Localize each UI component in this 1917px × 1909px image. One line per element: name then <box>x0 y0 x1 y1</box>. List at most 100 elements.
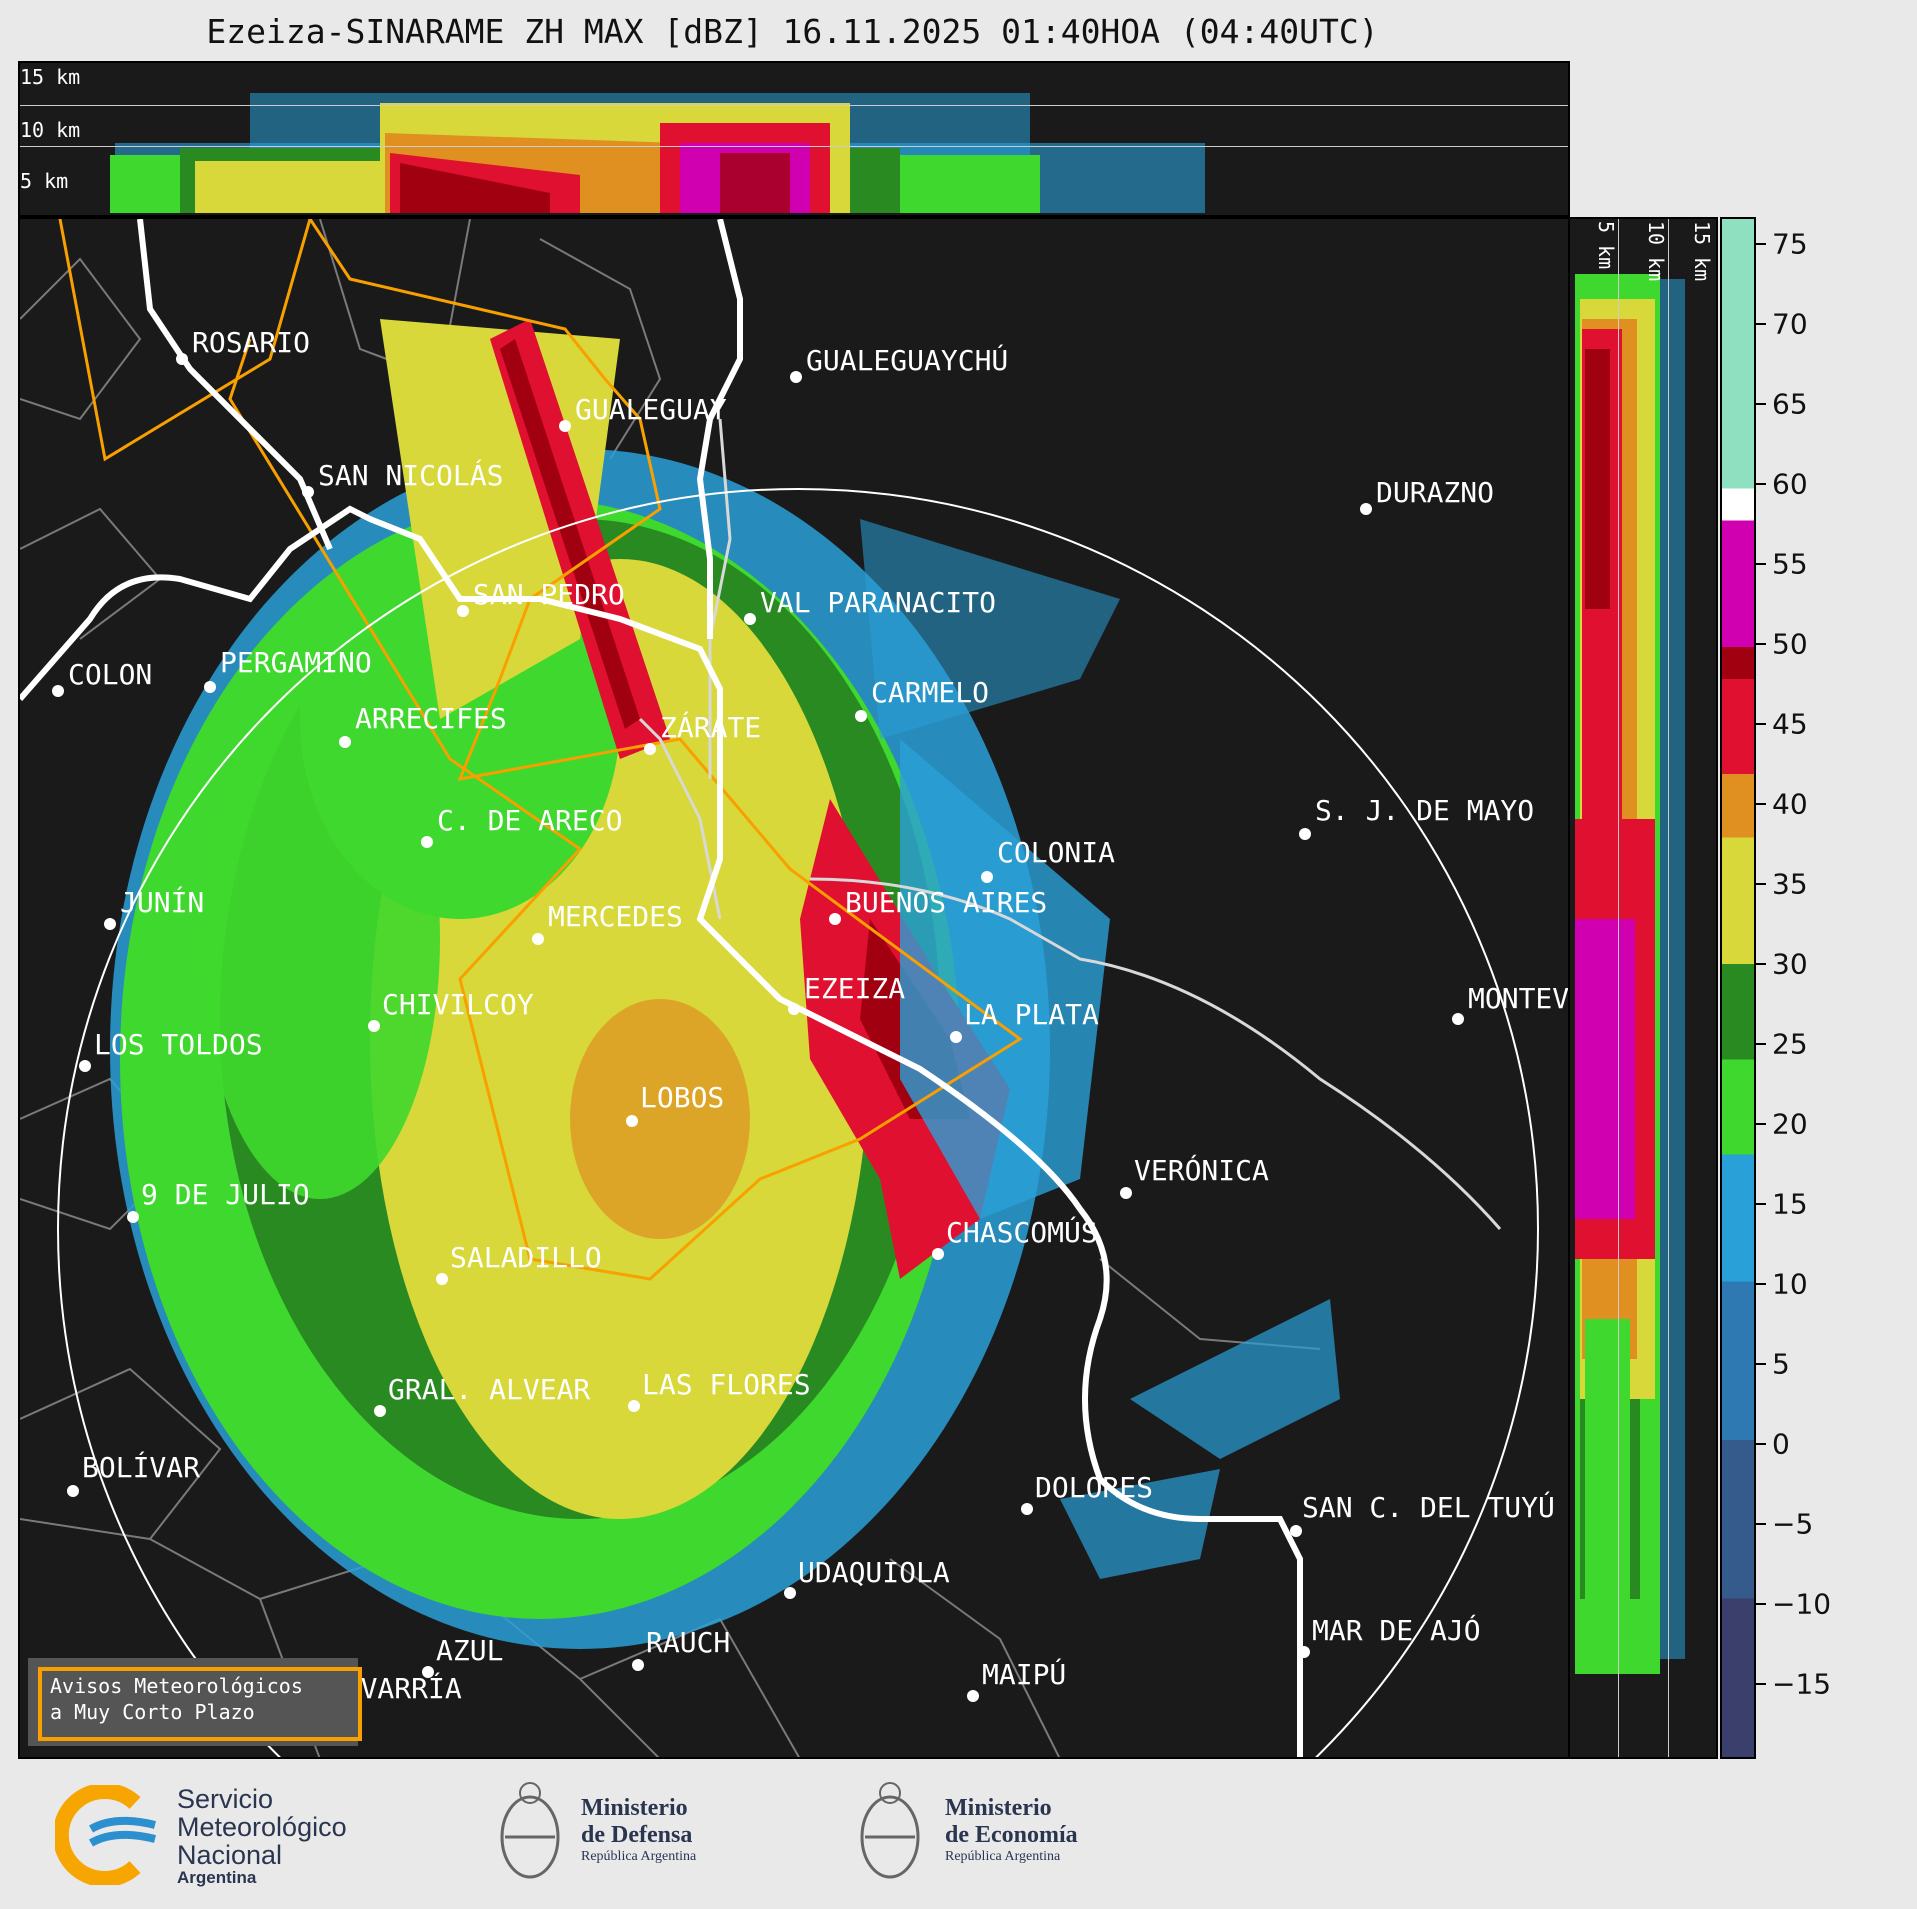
city-label-mar-de-ajo: MAR DE AJÓ <box>1312 1614 1481 1647</box>
city-label-c-de-areco: C. DE ARECO <box>437 804 623 837</box>
city-dot <box>67 1485 79 1497</box>
city-dot <box>176 353 188 365</box>
city-dot <box>204 681 216 693</box>
city-dot <box>1021 1503 1033 1515</box>
city-dot <box>1120 1187 1132 1199</box>
economia-logo-line3: República Argentina <box>945 1849 1061 1864</box>
colorbar-tick-label: 35 <box>1772 867 1808 901</box>
city-label-las-flores: LAS FLORES <box>642 1368 811 1401</box>
city-dot <box>784 1587 796 1599</box>
city-label-rosario: ROSARIO <box>192 326 311 359</box>
chart-title: Ezeiza-SINARAME ZH MAX [dBZ] 16.11.2025 … <box>206 12 1379 51</box>
city-dot <box>421 836 433 848</box>
city-dot <box>127 1211 139 1223</box>
reflectivity-echoes <box>110 319 1340 1649</box>
city-dot <box>1360 503 1372 515</box>
colorbar-tick-label: 70 <box>1772 307 1808 341</box>
city-label-azul: AZUL <box>436 1634 504 1667</box>
city-label-la-plata: LA PLATA <box>964 998 1099 1031</box>
colorbar-tick-label: −10 <box>1772 1587 1832 1621</box>
city-label-colon: COLON <box>68 658 153 691</box>
national-coat-of-arms-icon <box>860 1782 920 1879</box>
city-label-maipu: MAIPÚ <box>982 1658 1067 1691</box>
radar-map-panel: ROSARIO GUALEGUAYCHÚ GUALEGUAY SAN NICOL… <box>18 217 1570 1759</box>
city-dot <box>632 1659 644 1671</box>
city-dot <box>436 1273 448 1285</box>
city-label-veronica: VERÓNICA <box>1134 1154 1269 1187</box>
city-dot <box>422 1666 434 1678</box>
height-label-10km: 10 km <box>20 118 81 142</box>
city-label-san-pedro: SAN PEDRO <box>473 578 625 611</box>
colorbar-tick-label: 15 <box>1772 1187 1808 1221</box>
city-label-zarate: ZÁRATE <box>660 711 762 744</box>
colorbar-tick-label: 30 <box>1772 947 1808 981</box>
city-dot <box>52 685 64 697</box>
height-label-5km: 5 km <box>20 169 69 193</box>
city-label-gualeguaychu: GUALEGUAYCHÚ <box>806 344 1009 377</box>
city-label-durazno: DURAZNO <box>1376 476 1495 509</box>
city-dot <box>79 1060 91 1072</box>
colorbar-tick-label: 65 <box>1772 387 1808 421</box>
defensa-logo: Ministerio de Defensa República Argentin… <box>495 1775 755 1895</box>
defensa-logo-line1: Ministerio <box>581 1795 688 1821</box>
radar-site-dot <box>788 1003 800 1015</box>
city-dot <box>932 1248 944 1260</box>
warnings-legend-line1: Avisos Meteorológicos <box>50 1674 303 1698</box>
city-label-arrecifes: ARRECIFES <box>355 702 507 735</box>
city-dot <box>967 1690 979 1702</box>
top-cross-section-panel: 15 km 10 km 5 km <box>18 61 1570 217</box>
city-dot <box>374 1405 386 1417</box>
city-dot <box>644 743 656 755</box>
smn-logo-line1: Servicio <box>177 1784 274 1814</box>
warnings-legend-line2: a Muy Corto Plazo <box>50 1700 255 1724</box>
city-label-junin: JUNÍN <box>120 886 205 919</box>
side-height-label-10km: 10 km <box>1644 221 1668 282</box>
side-height-label-15km: 15 km <box>1690 221 1714 282</box>
side-cross-section-panel: 5 km 10 km 15 km <box>1568 217 1718 1759</box>
economia-logo-line2: de Economía <box>945 1822 1078 1848</box>
city-dot <box>532 933 544 945</box>
colorbar-tick-label: 55 <box>1772 547 1808 581</box>
city-label-san-nicolas: SAN NICOLÁS <box>318 459 504 492</box>
city-label-saladillo: SALADILLO <box>450 1241 602 1274</box>
colorbar-tick-label: 10 <box>1772 1267 1808 1301</box>
city-label-san-c-del-tuyu: SAN C. DEL TUYÚ <box>1302 1491 1555 1524</box>
city-label-val-paranacito: VAL PARANACITO <box>760 586 997 619</box>
colorbar <box>1720 217 1756 1759</box>
side-cross-section-echo <box>1575 274 1685 1674</box>
city-dot <box>628 1400 640 1412</box>
city-dot <box>368 1020 380 1032</box>
city-label-los-toldos: LOS TOLDOS <box>94 1028 263 1061</box>
smn-logo-line4: Argentina <box>177 1868 257 1887</box>
warnings-legend-box: Avisos Meteorológicos a Muy Corto Plazo <box>28 1658 362 1746</box>
city-label-bolivar: BOLÍVAR <box>82 1451 201 1484</box>
city-label-mercedes: MERCEDES <box>548 900 683 933</box>
smn-logo: Servicio Meteorológico Nacional Argentin… <box>55 1784 395 1887</box>
city-label-chascomus: CHASCOMÚS <box>946 1216 1098 1249</box>
city-dot <box>626 1115 638 1127</box>
city-label-montev: MONTEV <box>1468 982 1570 1015</box>
colorbar-tick-label: −5 <box>1772 1507 1814 1541</box>
colorbar-tick-label: −15 <box>1772 1667 1832 1701</box>
city-label-sj-de-mayo: S. J. DE MAYO <box>1315 794 1535 827</box>
city-label-buenos-aires: BUENOS AIRES <box>845 886 1048 919</box>
colorbar-tick-label: 20 <box>1772 1107 1808 1141</box>
city-dot <box>104 918 116 930</box>
smn-logo-line3: Nacional <box>177 1840 283 1870</box>
city-dot <box>829 913 841 925</box>
smn-logo-icon <box>55 1785 156 1885</box>
colorbar-tick-label: 75 <box>1772 227 1808 261</box>
city-dot <box>744 613 756 625</box>
radar-map-graphics <box>20 219 1539 1757</box>
range-ring <box>57 488 1539 1757</box>
city-dot <box>950 1031 962 1043</box>
colorbar-tick-label: 25 <box>1772 1027 1808 1061</box>
city-dot <box>1298 1646 1310 1658</box>
warning-polygons <box>58 219 1023 1281</box>
city-dot <box>981 871 993 883</box>
city-label-pergamino: PERGAMINO <box>220 646 372 679</box>
colorbar-tick-label: 0 <box>1772 1427 1790 1461</box>
city-label-udaquiola: UDAQUIOLA <box>798 1556 950 1589</box>
city-label-dolores: DOLORES <box>1035 1471 1154 1504</box>
city-dot <box>1290 1525 1302 1537</box>
